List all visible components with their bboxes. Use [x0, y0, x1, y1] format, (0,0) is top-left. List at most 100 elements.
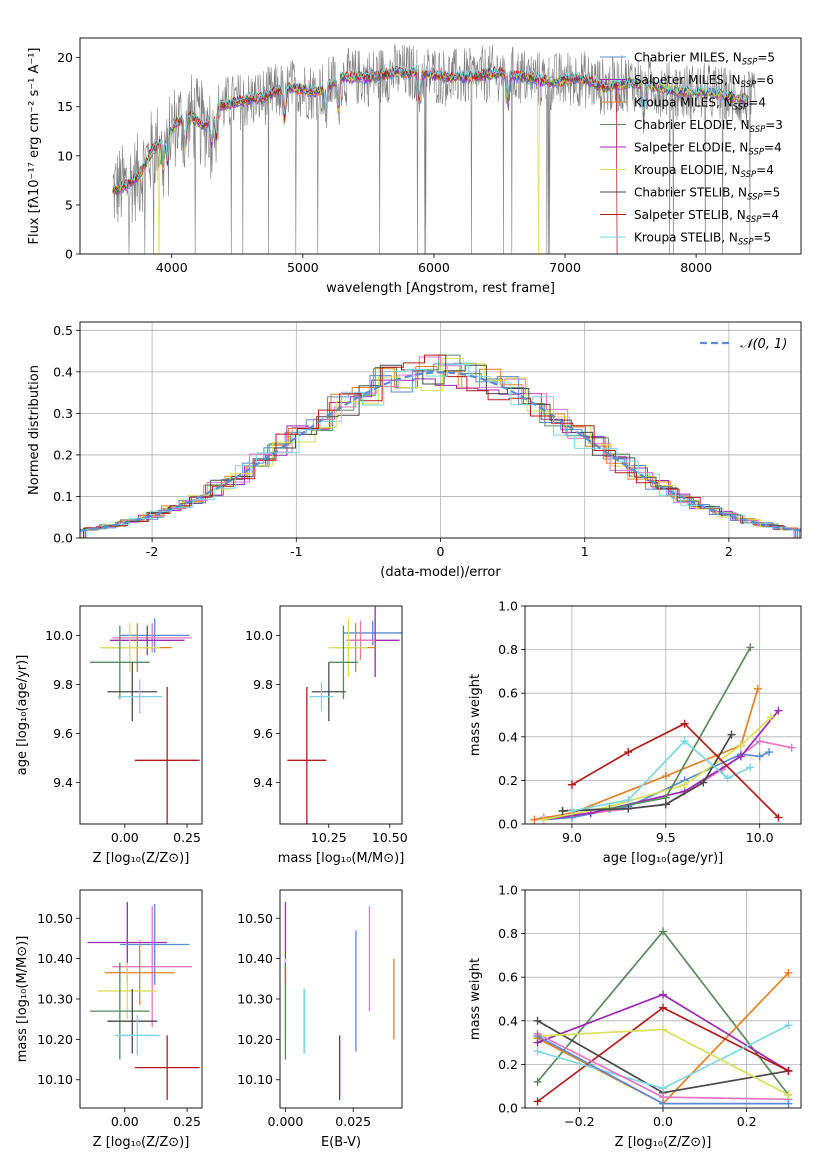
- weight-point-marker: [533, 1097, 542, 1106]
- residuals-ytick-label: 0.5: [53, 323, 73, 338]
- residuals-legend: 𝒩(0, 1): [700, 337, 787, 352]
- z-mass-ytick-label: 10.50: [37, 911, 73, 926]
- residuals-ytick-label: 0.3: [53, 406, 73, 421]
- legend-entry: 𝒩(0, 1): [740, 337, 787, 352]
- legend-entry: Salpeter STELIB, NSSP=4: [634, 208, 779, 225]
- weight-point-marker: [533, 1047, 542, 1056]
- residual-histogram: [80, 362, 795, 538]
- weight-series-line: [571, 722, 780, 819]
- weight-point-marker: [533, 1016, 542, 1025]
- mass-age-xtick-label: 10.25: [311, 830, 347, 845]
- z-mass-ytick-label: 10.30: [37, 992, 73, 1007]
- weight-z-plot-area: [533, 927, 793, 1108]
- mass-age-ytick-label: 10.0: [245, 628, 273, 643]
- spectrum-xtick-label: 7000: [549, 260, 581, 275]
- weight-point-marker: [659, 1025, 667, 1034]
- z-mass-xlabel: Z [log₁₀(Z/Z⊙)]: [93, 1135, 190, 1150]
- z-mass-xtick-label: 0.00: [111, 1114, 139, 1129]
- z-age-frame: [79, 605, 203, 825]
- weight-point-marker: [787, 743, 796, 752]
- weight-z-axes: −0.2 0.0 0.2 0.0 0.2 0.4 0.6 0.8 1.0 Z [log₁₀(Z/Z…: [468, 883, 801, 1150]
- spectrum-xlabel: wavelength [Angstrom, rest frame]: [326, 281, 555, 296]
- z-mass-ylabel: mass [log₁₀(M/M⊙)]: [15, 936, 30, 1063]
- weight-point-marker: [624, 804, 633, 813]
- weight-z-frame: [524, 889, 802, 1109]
- ebv-mass-xlabel: E(B-V): [321, 1135, 361, 1150]
- spectrum-model-kroupa-stelib: [112, 64, 749, 189]
- spectrum-frame: [79, 37, 802, 255]
- weight-point-marker: [784, 1021, 793, 1030]
- spectrum-ylabel: Flux [fλ10⁻¹⁷ erg cm⁻² s⁻¹ A⁻¹]: [27, 48, 42, 245]
- weight-point-marker: [530, 815, 539, 824]
- weight-point-marker: [755, 737, 764, 746]
- residuals-ytick-label: 0.2: [53, 447, 73, 462]
- weight-point-marker: [659, 927, 667, 936]
- spectrum-axes: 4000 5000 6000 7000 8000 0 5 10 15 20 wavelength […: [27, 48, 712, 297]
- z-mass-ytick-label: 10.40: [37, 951, 73, 966]
- spectrum-legend: Chabrier MILES, NSSP=5 Salpeter MILES, NS…: [600, 51, 783, 248]
- residual-histogram: [86, 364, 801, 538]
- weight-point-marker: [558, 806, 567, 815]
- weight-z-ytick-label: 1.0: [498, 883, 518, 898]
- weight-z-ylabel: mass weight: [468, 958, 483, 1040]
- mass-age-ytick-label: 9.4: [253, 775, 273, 790]
- residual-histogram: [81, 357, 801, 538]
- spectrum-xtick-label: 5000: [287, 260, 319, 275]
- weight-point-marker: [680, 780, 689, 789]
- weight-z-ytick-label: 0.2: [498, 1057, 518, 1072]
- weight-point-marker: [659, 1084, 667, 1093]
- ebv-mass-plot-area: [284, 902, 395, 1100]
- weight-age-frame: [524, 605, 802, 825]
- spectrum-plot-area: [112, 44, 756, 254]
- z-age-axes: 0.00 0.25 9.4 9.6 9.8 10.0 Z [log₁₀(Z/Z⊙)] age …: [15, 628, 201, 866]
- residuals-xlabel: (data-model)/error: [380, 565, 501, 580]
- weight-z-xlabel: Z [log₁₀(Z/Z⊙)]: [615, 1135, 712, 1150]
- weight-point-marker: [661, 800, 670, 809]
- residuals-xtick-label: -1: [290, 544, 302, 559]
- z-age-ytick-label: 10.0: [45, 628, 73, 643]
- weight-point-marker: [755, 752, 764, 761]
- weight-age-ytick-label: 0.4: [498, 729, 518, 744]
- residuals-ylabel: Normed distribution: [27, 365, 42, 495]
- mass-age-ytick-label: 9.8: [253, 677, 273, 692]
- weight-point-marker: [661, 772, 670, 781]
- weight-point-marker: [699, 778, 708, 787]
- weight-point-marker: [753, 684, 762, 693]
- legend-entry: Kroupa MILES, NSSP=4: [634, 96, 766, 113]
- weight-point-marker: [680, 719, 689, 728]
- ebv-mass-axes: 0.000 0.025 10.10 10.20 10.30 10.40 10.50 E(B-V…: [237, 911, 371, 1150]
- z-age-xlabel: Z [log₁₀(Z/Z⊙)]: [93, 851, 190, 866]
- z-age-ytick-label: 9.6: [53, 726, 73, 741]
- weight-point-marker: [736, 752, 745, 761]
- residual-histogram: [80, 378, 797, 538]
- weight-z-ytick-label: 0.8: [498, 926, 518, 941]
- z-age-ytick-label: 9.8: [53, 677, 73, 692]
- weight-point-marker: [659, 1003, 667, 1012]
- residuals-xtick-label: -2: [146, 544, 158, 559]
- spectrum-xtick-label: 4000: [156, 260, 188, 275]
- weight-series-line: [562, 646, 752, 812]
- weight-point-marker: [774, 706, 783, 715]
- weight-point-marker: [766, 713, 775, 722]
- residual-histogram: [80, 366, 798, 538]
- weight-point-marker: [659, 1099, 667, 1108]
- z-mass-axes: 0.00 0.25 10.10 10.20 10.30 10.40 10.50 Z [log₁…: [15, 911, 201, 1150]
- weight-point-marker: [784, 1099, 793, 1108]
- weight-age-ylabel: mass weight: [468, 674, 483, 756]
- spectrum-xtick-label: 6000: [418, 260, 450, 275]
- weight-point-marker: [736, 741, 745, 750]
- weight-age-xlabel: age [log₁₀(age/yr)]: [603, 851, 724, 866]
- legend-entry: Chabrier ELODIE, NSSP=3: [634, 118, 783, 135]
- weight-age-xtick-label: 9.0: [562, 830, 582, 845]
- weight-point-marker: [727, 730, 736, 739]
- legend-entry: Chabrier STELIB, NSSP=5: [634, 186, 780, 203]
- ebv-mass-xtick-label: 0.025: [335, 1114, 371, 1129]
- z-age-plot-area: [89, 618, 200, 824]
- weight-point-marker: [539, 815, 548, 824]
- spectrum-ytick-label: 15: [57, 99, 73, 114]
- residuals-xtick-label: 1: [581, 544, 589, 559]
- residuals-axes: -2 -1 0 1 2 0.0 0.1 0.2 0.3 0.4 0.5 (data-model)/er…: [27, 322, 801, 580]
- weight-age-xtick-label: 9.5: [656, 830, 676, 845]
- weight-point-marker: [533, 1077, 542, 1086]
